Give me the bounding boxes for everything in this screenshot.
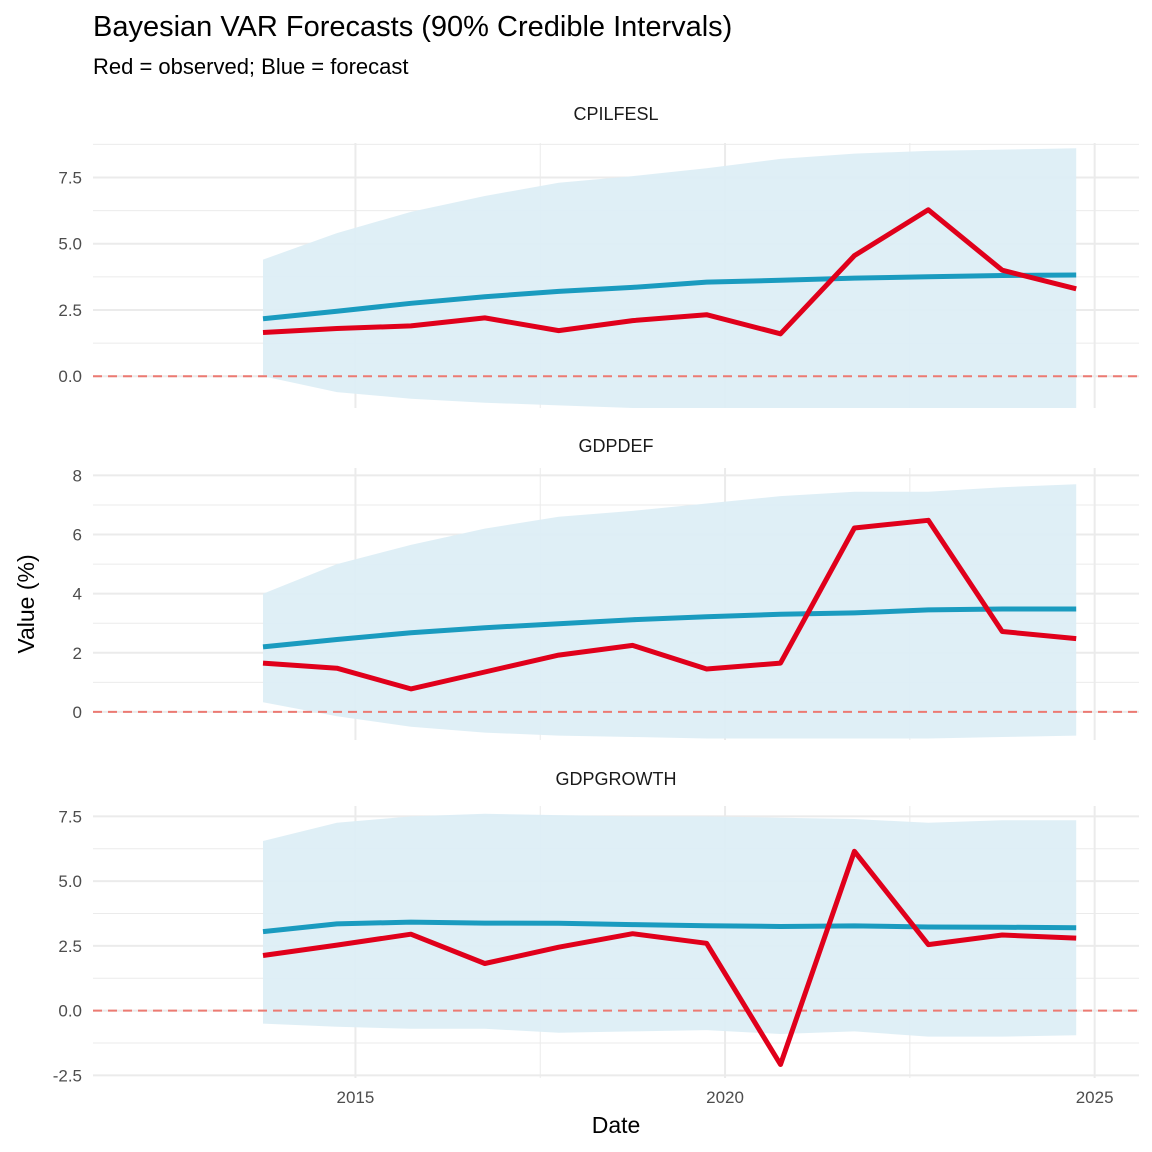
y-tick-label: 2.5 — [58, 937, 82, 956]
credible-interval-band — [263, 148, 1077, 409]
panel-cpilfesl: CPILFESL 0.0 2.5 5.0 7.5 — [58, 104, 1139, 409]
forecast-line — [262, 919, 1077, 935]
forecast-line — [262, 272, 1077, 322]
facet-panels: CPILFESL 0.0 2.5 5.0 7.5 GDPDEF 0 2 4 6 8 GDPGROWTH… — [53, 104, 1139, 1085]
x-tick-label: 2020 — [706, 1088, 744, 1107]
chart-subtitle: Red = observed; Blue = forecast — [93, 54, 409, 79]
x-tick-label: 2025 — [1076, 1088, 1114, 1107]
panel-gdpdef: GDPDEF 0 2 4 6 8 — [73, 436, 1139, 740]
x-axis-title: Date — [592, 1112, 641, 1138]
y-tick-label: 2.5 — [58, 301, 82, 320]
y-tick-label: 6 — [73, 526, 82, 545]
y-tick-label: 7.5 — [58, 168, 82, 187]
y-tick-label: 0 — [73, 703, 82, 722]
y-tick-label: 5.0 — [58, 872, 82, 891]
observed-line — [262, 207, 1077, 337]
y-tick-label: 0.0 — [58, 367, 82, 386]
panel-strip-label: CPILFESL — [573, 104, 658, 124]
panel-strip-label: GDPGROWTH — [556, 769, 677, 789]
panel-strip-label: GDPDEF — [578, 436, 653, 456]
y-tick-label: 2 — [73, 644, 82, 663]
y-tick-label: -2.5 — [53, 1066, 82, 1085]
chart-title: Bayesian VAR Forecasts (90% Credible Int… — [93, 11, 732, 43]
y-tick-label: 7.5 — [58, 807, 82, 826]
y-tick-label: 8 — [73, 466, 82, 485]
y-axis-title: Value (%) — [13, 554, 39, 653]
y-tick-label: 0.0 — [58, 1002, 82, 1021]
panel-gdpgrowth: GDPGROWTH -2.5 0.0 2.5 5.0 7.5 — [53, 769, 1139, 1085]
y-tick-label: 4 — [73, 585, 82, 604]
x-axis: 2015 2020 2025 — [337, 1088, 1114, 1107]
observed-line — [262, 848, 1077, 1067]
observed-line — [262, 517, 1077, 692]
forecast-line — [262, 606, 1077, 650]
y-tick-label: 5.0 — [58, 235, 82, 254]
x-tick-label: 2015 — [337, 1088, 375, 1107]
